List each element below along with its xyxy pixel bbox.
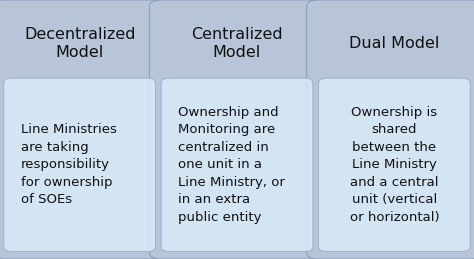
Text: Decentralized
Model: Decentralized Model: [24, 27, 136, 60]
Text: Ownership is
shared
between the
Line Ministry
and a central
unit (vertical
or ho: Ownership is shared between the Line Min…: [349, 106, 439, 224]
FancyBboxPatch shape: [307, 0, 474, 259]
FancyBboxPatch shape: [319, 78, 470, 251]
FancyBboxPatch shape: [149, 0, 325, 259]
Text: Dual Model: Dual Model: [349, 36, 439, 51]
FancyBboxPatch shape: [0, 0, 167, 259]
FancyBboxPatch shape: [161, 78, 313, 251]
Text: Centralized
Model: Centralized Model: [191, 27, 283, 60]
FancyBboxPatch shape: [4, 78, 155, 251]
Text: Line Ministries
are taking
responsibility
for ownership
of SOEs: Line Ministries are taking responsibilit…: [21, 123, 117, 206]
Text: Ownership and
Monitoring are
centralized in
one unit in a
Line Ministry, or
in a: Ownership and Monitoring are centralized…: [178, 106, 285, 224]
